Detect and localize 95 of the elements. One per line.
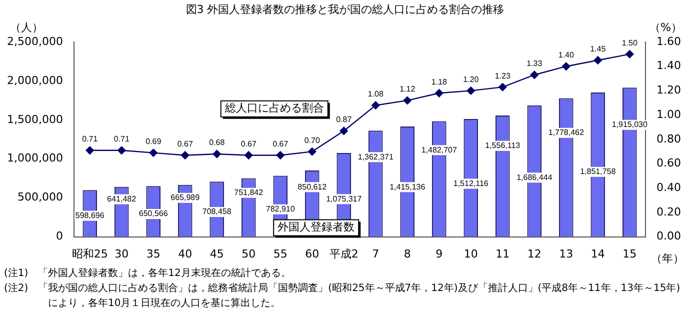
data-label: 1,075,317 [326,194,362,204]
x-tick-label: 55 [273,247,288,260]
y2-tick-label: 0.40 [656,180,682,194]
x-tick-label: 11 [496,247,510,260]
point [498,82,507,92]
x-tick-label: 30 [114,247,129,260]
text: (注2) 「我が国の総人口に占める割合」は，総務省統計局「国勢調査」(昭和25年～平成7年，12年)及び「推計人口」(平成8年～11年，13年～15年)により，各年10月１日現在の人口を基に算出した。 [4,282,682,311]
data-label: 1.40 [558,50,574,60]
data-label: 1,686,444 [516,172,553,182]
x-tick-label: 昭和25 [72,247,108,260]
y2-tick-label: 1.20 [656,84,682,97]
x-tick-label: 13 [559,247,574,260]
x-tick-label: 50 [242,247,256,260]
x-tick-label: 60 [305,247,320,260]
x-tick-label: 15 [622,247,637,260]
y2-tick-label: 0.60 [656,156,682,170]
data-label: 0.67 [240,139,257,148]
data-label: 1,415,136 [390,182,426,192]
data-label: 1,851,758 [580,167,616,176]
data-label: 1,482,707 [421,145,458,154]
text: (注1) 「外国人登録者数」は，各年12月末現在の統計である。 [4,266,292,281]
data-label: 782,910 [266,204,296,214]
data-label: 708,458 [202,207,232,216]
x-tick-label: 45 [210,247,224,260]
data-label: 1,362,371 [358,152,394,162]
y2-axis-title: （%） [650,20,682,35]
point [212,150,221,158]
point [149,148,158,157]
y2-tick-label: 1.60 [656,34,682,48]
y-tick-label: 500,000 [17,190,63,204]
data-label: 0.69 [146,136,162,146]
data-label: 0.70 [304,136,320,145]
data-label: 641,482 [107,194,137,204]
data-label: 598,696 [75,211,105,220]
y-tick-label: 2,500,000 [7,34,63,48]
data-label: 0.67 [177,139,194,148]
x-tick-label: 14 [590,247,605,260]
data-label: 1,512,116 [453,178,489,188]
chart-title: 図3 外国人登録者数の推移と我が国の総人口に占める割合の推移 [184,2,506,18]
data-label: 665,989 [170,193,200,202]
y-tick-label: 0 [56,230,63,243]
data-label: 1.12 [400,84,416,94]
point [530,70,538,79]
x-axis-title: （年） [651,251,684,266]
y-tick-label: 2,000,000 [7,74,63,87]
data-label: 1.18 [431,77,448,86]
point [562,62,570,70]
data-label: 0.87 [336,115,352,124]
point [118,146,126,154]
y-tick-label: 1,000,000 [7,152,63,165]
data-label: 1.23 [494,71,511,80]
text: 総人口に占める割合 [224,102,324,115]
y-axis-title: （人） [10,20,43,35]
point [594,56,602,64]
data-label: 1.20 [463,74,480,84]
data-label: 0.67 [272,139,289,148]
point [626,50,634,58]
x-tick-label: 9 [436,247,443,260]
y2-tick-label: 0.00 [656,230,682,243]
point [244,151,253,160]
series-label: 外国人登録者数 [278,220,355,234]
data-label: 1,915,030 [612,120,648,130]
point [308,147,316,156]
data-label: 1.50 [622,38,638,48]
point [181,151,190,160]
data-label: 1.45 [590,44,606,54]
y2-tick-label: 0.80 [656,132,682,146]
x-tick-label: 40 [178,247,192,260]
point [372,101,380,110]
y2-tick-label: 1.40 [656,59,682,72]
data-label: 0.71 [82,134,98,144]
x-tick-label: 7 [372,247,380,260]
y2-tick-label: 0.20 [656,205,682,218]
point [276,151,284,160]
data-label: 1.08 [368,90,384,99]
point [435,89,444,98]
data-label: 850,612 [298,182,328,192]
data-label: 0.68 [209,138,226,148]
x-tick-label: 35 [146,247,160,260]
data-label: 1,778,462 [548,128,584,138]
point [403,96,412,105]
data-label: 650,566 [138,209,168,218]
y2-tick-label: 1.00 [656,108,682,121]
point [86,146,94,154]
data-label: 0.71 [114,134,130,144]
point [340,126,348,135]
x-tick-label: 10 [464,247,478,260]
y-tick-label: 1,500,000 [7,112,63,126]
data-label: 1.33 [526,59,543,68]
x-tick-label: 平成2 [329,247,358,260]
data-label: 751,842 [234,188,264,198]
data-label: 1,556,113 [485,141,521,150]
x-tick-label: 8 [404,247,411,260]
point [466,86,475,95]
x-tick-label: 12 [527,247,542,260]
